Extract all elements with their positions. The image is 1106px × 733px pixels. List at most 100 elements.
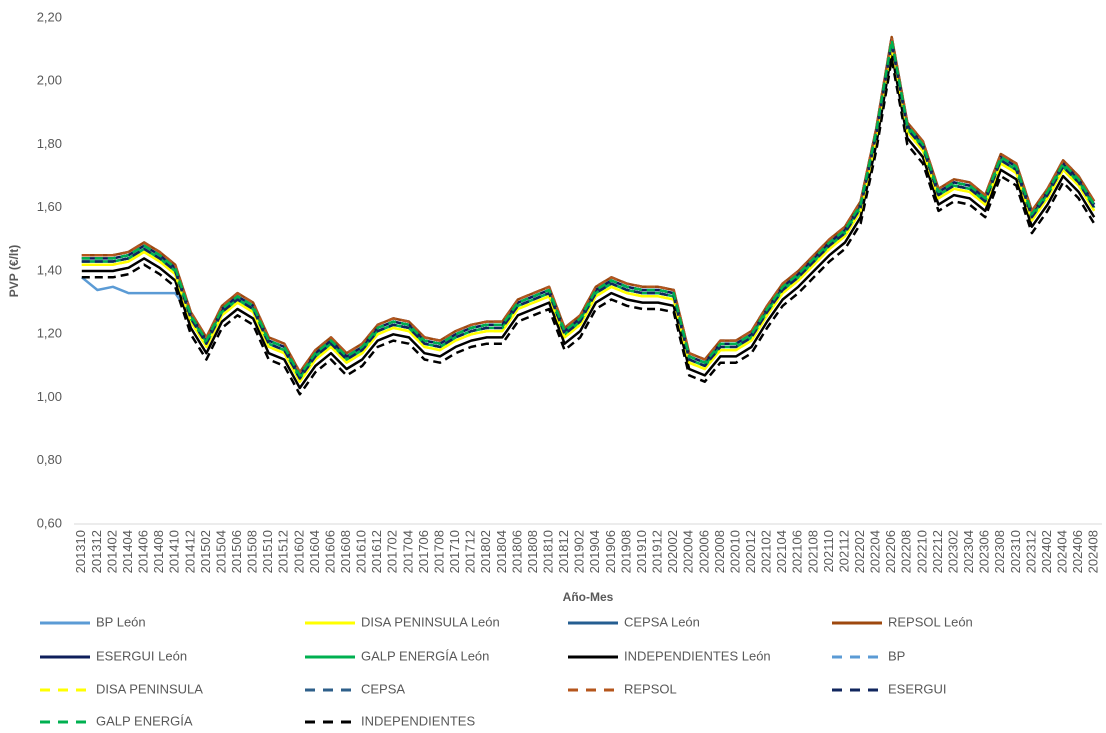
- legend-label: CEPSA León: [624, 614, 700, 629]
- x-tick-label: 202212: [930, 530, 945, 573]
- x-tick-label: 201712: [463, 530, 478, 573]
- x-tick-label: 202102: [759, 530, 774, 573]
- x-tick-label: 201504: [213, 530, 228, 573]
- x-tick-label: 202308: [992, 530, 1007, 573]
- x-tick-label: 202104: [774, 530, 789, 573]
- y-tick-label: 1,20: [37, 326, 62, 341]
- x-tick-label: 202004: [681, 530, 696, 573]
- x-tick-label: 202202: [852, 530, 867, 573]
- x-tick-label: 201402: [104, 530, 119, 573]
- x-tick-label: 201606: [322, 530, 337, 573]
- x-tick-label: 201312: [89, 530, 104, 573]
- x-tick-label: 202406: [1070, 530, 1085, 573]
- y-tick-label: 1,00: [37, 389, 62, 404]
- x-tick-label: 202204: [868, 530, 883, 573]
- x-tick-label: 201404: [120, 530, 135, 573]
- series-line: [81, 45, 1096, 383]
- x-tick-label: 201612: [369, 530, 384, 573]
- x-tick-label: 201702: [385, 530, 400, 573]
- x-tick-label: 202304: [961, 530, 976, 573]
- x-tick-label: 201608: [338, 530, 353, 573]
- x-tick-label: 201704: [400, 530, 415, 573]
- x-tick-label: 201502: [198, 530, 213, 573]
- x-tick-label: 202302: [945, 530, 960, 573]
- x-tick-label: 201908: [618, 530, 633, 573]
- x-tick-label: 202206: [883, 530, 898, 573]
- x-tick-label: 201902: [572, 530, 587, 573]
- y-tick-label: 1,80: [37, 136, 62, 151]
- x-tick-label: 201410: [167, 530, 182, 573]
- x-tick-label: 202002: [665, 530, 680, 573]
- legend-label: GALP ENERGÍA León: [361, 648, 489, 663]
- series-line: [81, 35, 1096, 374]
- x-tick-label: 202310: [1008, 530, 1023, 573]
- x-tick-label: 202402: [1039, 530, 1054, 573]
- x-tick-label: 201604: [307, 530, 322, 573]
- x-tick-label: 201710: [447, 530, 462, 573]
- x-tick-label: 202008: [712, 530, 727, 573]
- x-tick-label: 201512: [276, 530, 291, 573]
- legend-label: BP: [888, 648, 905, 663]
- x-axis-label: Año-Mes: [563, 590, 614, 604]
- legend-label: DISA PENINSULA: [96, 681, 203, 696]
- x-tick-label: 202012: [743, 530, 758, 573]
- y-tick-label: 0,60: [37, 515, 62, 530]
- legend-label: DISA PENINSULA León: [361, 614, 500, 629]
- y-tick-label: 2,00: [37, 73, 62, 88]
- legend-label: INDEPENDIENTES León: [624, 648, 771, 663]
- series-line: [81, 57, 1096, 396]
- y-axis-label: PVP (€/lt): [7, 245, 21, 297]
- x-tick-label: 201812: [556, 530, 571, 573]
- legend-label: INDEPENDIENTES: [361, 713, 475, 728]
- legend-label: CEPSA: [361, 681, 405, 696]
- x-tick-label: 201810: [540, 530, 555, 573]
- y-tick-label: 0,80: [37, 452, 62, 467]
- x-tick-label: 201602: [291, 530, 306, 573]
- x-tick-label: 201506: [229, 530, 244, 573]
- x-tick-label: 201912: [650, 530, 665, 573]
- x-tick-label: 201508: [245, 530, 260, 573]
- x-tick-label: 202108: [805, 530, 820, 573]
- x-tick-label: 201910: [634, 530, 649, 573]
- legend-label: BP León: [96, 614, 146, 629]
- series-line: [81, 42, 1096, 380]
- legend-label: ESERGUI: [888, 681, 947, 696]
- y-tick-label: 1,40: [37, 262, 62, 277]
- x-tick-label: 201804: [494, 530, 509, 573]
- x-tick-label: 202404: [1054, 530, 1069, 573]
- series-line: [81, 42, 1096, 380]
- x-tick-label: 202106: [790, 530, 805, 573]
- x-tick-label: 201412: [182, 530, 197, 573]
- series-line: [81, 45, 1096, 383]
- series-line: [81, 38, 1096, 377]
- x-tick-label: 201510: [260, 530, 275, 573]
- x-tick-label: 201610: [354, 530, 369, 573]
- x-tick-label: 201802: [478, 530, 493, 573]
- x-tick-label: 201808: [525, 530, 540, 573]
- legend-label: GALP ENERGÍA: [96, 713, 193, 728]
- y-tick-label: 1,60: [37, 199, 62, 214]
- legend-label: REPSOL León: [888, 614, 973, 629]
- x-tick-label: 201408: [151, 530, 166, 573]
- x-tick-label: 202010: [727, 530, 742, 573]
- x-tick-label: 202112: [836, 530, 851, 572]
- x-tick-label: 202306: [977, 530, 992, 573]
- x-tick-label: 202312: [1023, 530, 1038, 573]
- legend-label: ESERGUI León: [96, 648, 187, 663]
- x-tick-label: 201406: [136, 530, 151, 573]
- x-tick-label: 201904: [587, 530, 602, 573]
- x-tick-label: 202110: [821, 530, 836, 572]
- x-tick-label: 202006: [696, 530, 711, 573]
- x-tick-label: 202408: [1086, 530, 1101, 573]
- x-tick-label: 201806: [509, 530, 524, 573]
- legend-label: REPSOL: [624, 681, 677, 696]
- x-tick-label: 201706: [416, 530, 431, 573]
- x-tick-label: 201906: [603, 530, 618, 573]
- x-tick-label: 201708: [431, 530, 446, 573]
- series-line: [81, 42, 1096, 380]
- y-tick-label: 2,20: [37, 9, 62, 24]
- x-tick-label: 202210: [914, 530, 929, 573]
- series-line: [81, 51, 1096, 390]
- x-tick-label: 202208: [899, 530, 914, 573]
